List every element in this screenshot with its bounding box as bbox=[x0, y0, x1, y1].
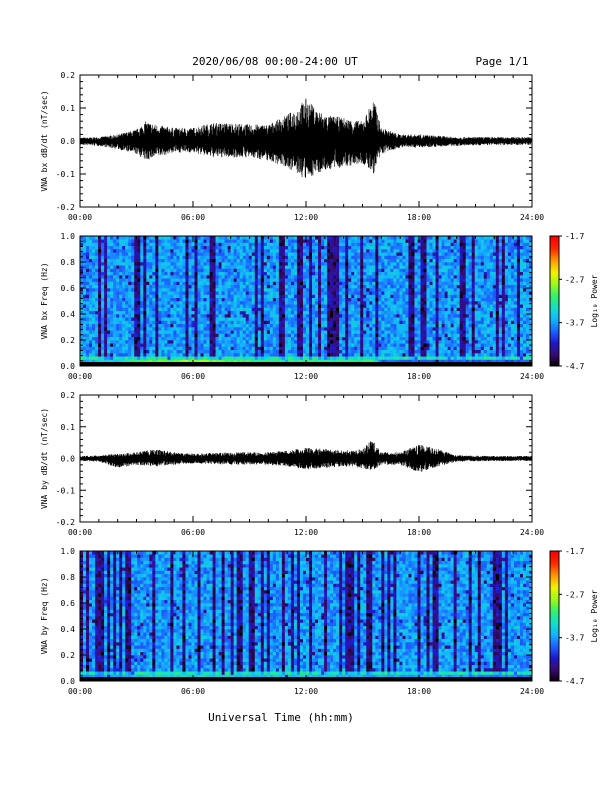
x-tick-label: 12:00 bbox=[294, 213, 318, 222]
y-tick-label: 0.1 bbox=[61, 423, 76, 432]
panel-by-wave: 0.2 0.1 0.0 -0.1 -0.200:00 06:00 12:00 18:00 24:… bbox=[40, 391, 544, 537]
y-axis: 0.2 0.1 0.0 -0.1 -0.2 bbox=[56, 391, 532, 527]
y-tick-label: 0.8 bbox=[61, 258, 76, 267]
x-tick-label: 00:00 bbox=[68, 528, 92, 537]
x-tick-label: 18:00 bbox=[407, 687, 431, 696]
x-tick-label: 00:00 bbox=[68, 372, 92, 381]
y-tick-label: 0.8 bbox=[61, 573, 76, 582]
y-tick-label: 1.0 bbox=[61, 547, 76, 556]
x-tick-label: 12:00 bbox=[294, 528, 318, 537]
panels: 0.20.10.0-0.1-0.200:00 06:00 12:00 18:00 24:… bbox=[40, 71, 599, 696]
x-axis: 00:00 06:00 12:00 18:00 24:00 bbox=[68, 395, 544, 537]
x-axis: 00:00 06:00 12:00 18:00 24:00 bbox=[68, 75, 544, 222]
x-tick-label: 00:00 bbox=[68, 213, 92, 222]
y-tick-label: -0.1 bbox=[56, 486, 75, 495]
colorbar-label: Log₁₀ Power bbox=[590, 274, 599, 327]
y-tick-label: 0.6 bbox=[61, 284, 76, 293]
x-tick-label: 24:00 bbox=[520, 528, 544, 537]
colorbar-tick-label: -4.7 bbox=[565, 362, 584, 371]
colorbar: -1.7 -2.7 -3.7 -4.7 Log₁₀ Power bbox=[549, 232, 599, 371]
y-tick-label: 0.2 bbox=[61, 71, 76, 80]
x-axis-label: Universal Time (hh:mm) bbox=[208, 711, 354, 724]
colorbar-tick-label: -2.7 bbox=[565, 590, 584, 599]
y-tick-label: 0.1 bbox=[61, 104, 76, 113]
colorbar-frame bbox=[549, 235, 560, 367]
x-tick-label: 00:00 bbox=[68, 687, 92, 696]
y-tick-label: 0.2 bbox=[61, 336, 76, 345]
y-axis-label: VNA bx Freq (Hz) bbox=[40, 262, 49, 339]
y-axis-label: VNA by dB/dt (nT/sec) bbox=[40, 408, 49, 509]
x-tick-label: 18:00 bbox=[407, 372, 431, 381]
x-axis: 00:00 06:00 12:00 18:00 24:00 bbox=[68, 551, 544, 696]
x-tick-label: 06:00 bbox=[181, 372, 205, 381]
colorbar-tick-label: -1.7 bbox=[565, 547, 584, 556]
y-tick-label: 0.0 bbox=[61, 455, 76, 464]
x-tick-label: 18:00 bbox=[407, 528, 431, 537]
y-tick-label: -0.1 bbox=[56, 170, 75, 179]
y-tick-label: 0.4 bbox=[61, 310, 76, 319]
y-axis-label: VNA by Freq (Hz) bbox=[40, 577, 49, 654]
spectrogram-cells bbox=[80, 551, 533, 682]
colorbar-tick-label: -2.7 bbox=[565, 275, 584, 284]
y-tick-label: 0.0 bbox=[61, 677, 76, 686]
x-tick-label: 24:00 bbox=[520, 687, 544, 696]
colorbar-tick-label: -3.7 bbox=[565, 319, 584, 328]
x-tick-label: 12:00 bbox=[294, 372, 318, 381]
y-tick-label: 0.4 bbox=[61, 625, 76, 634]
y-tick-label: -0.2 bbox=[56, 518, 75, 527]
y-axis: 1.0 0.8 0.6 0.4 0.2 0.0 bbox=[61, 547, 532, 686]
y-tick-label: 0.6 bbox=[61, 599, 76, 608]
figure-title: 2020/06/08 00:00-24:00 UT bbox=[192, 55, 358, 68]
y-tick-label: 1.0 bbox=[61, 232, 76, 241]
y-tick-label: 0.0 bbox=[61, 137, 76, 146]
colorbar-tick-label: -3.7 bbox=[565, 634, 584, 643]
x-axis: 00:00 06:00 12:00 18:00 24:00 bbox=[68, 236, 544, 381]
waveform-trace bbox=[79, 441, 533, 472]
x-tick-label: 24:00 bbox=[520, 372, 544, 381]
x-tick-label: 06:00 bbox=[181, 687, 205, 696]
y-tick-label: 0.0 bbox=[61, 362, 76, 371]
colorbar-tick-label: -4.7 bbox=[565, 677, 584, 686]
y-tick-label: 0.2 bbox=[61, 391, 76, 400]
y-axis-label: VNA bx dB/dt (nT/sec) bbox=[40, 90, 49, 191]
colorbar-label: Log₁₀ Power bbox=[590, 589, 599, 642]
x-tick-label: 12:00 bbox=[294, 687, 318, 696]
y-tick-label: -0.2 bbox=[56, 203, 75, 212]
x-tick-label: 24:00 bbox=[520, 213, 544, 222]
spectrogram-cells bbox=[80, 236, 533, 367]
x-tick-label: 18:00 bbox=[407, 213, 431, 222]
panel-bx-wave: 0.2 0.1 0.0 -0.1 -0.200:00 06:00 12:00 18:00 24:… bbox=[40, 71, 544, 222]
colorbar-tick-label: -1.7 bbox=[565, 232, 584, 241]
x-tick-label: 06:00 bbox=[181, 528, 205, 537]
waveform-trace bbox=[79, 98, 533, 178]
colorbar: -1.7 -2.7 -3.7 -4.7 Log₁₀ Power bbox=[549, 547, 599, 686]
page-indicator: Page 1/1 bbox=[476, 55, 529, 68]
y-axis: 0.2 0.1 0.0 -0.1 -0.2 bbox=[56, 71, 532, 212]
x-tick-label: 06:00 bbox=[181, 213, 205, 222]
y-axis: 1.0 0.8 0.6 0.4 0.2 0.0 bbox=[61, 232, 532, 371]
y-tick-label: 0.2 bbox=[61, 651, 76, 660]
colorbar-frame bbox=[549, 550, 560, 682]
